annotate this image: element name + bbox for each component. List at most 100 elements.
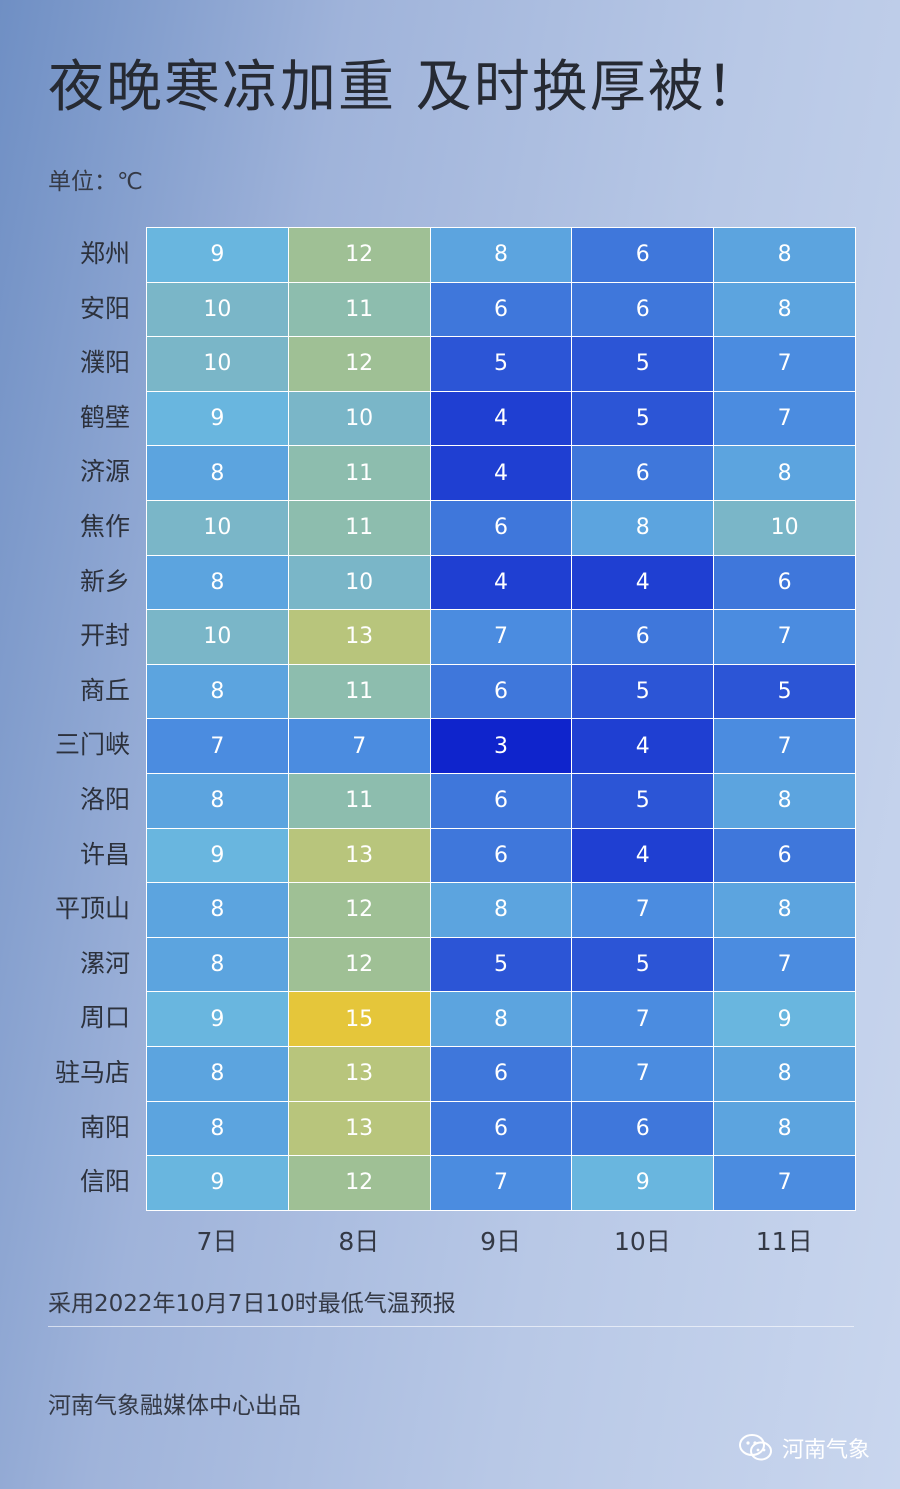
heatmap-cell: 8	[146, 1046, 289, 1102]
column-label: 7日	[196, 1227, 238, 1256]
heatmap-cell: 8	[713, 882, 856, 938]
heatmap-cell: 6	[429, 827, 573, 884]
heatmap-cell: 3	[429, 718, 573, 774]
row-label: 平顶山	[54, 894, 130, 924]
heatmap-cell: 6	[713, 827, 856, 884]
heatmap-cell: 12	[287, 882, 431, 938]
row-label: 开封	[79, 621, 130, 651]
heatmap-cell: 15	[287, 991, 431, 1047]
heatmap-cell: 13	[287, 827, 431, 884]
heatmap-cell: 13	[287, 609, 431, 665]
heatmap-cell: 8	[571, 500, 715, 556]
row-label: 周口	[79, 1003, 130, 1033]
heatmap-cell: 11	[287, 281, 431, 338]
heatmap-cell: 9	[146, 1155, 289, 1211]
column-label: 11日	[755, 1227, 813, 1256]
credit-text: 河南气象融媒体中心出品	[48, 1393, 301, 1419]
heatmap-cell: 6	[571, 227, 715, 283]
row-label: 濮阳	[79, 348, 130, 378]
heatmap-cell: 7	[146, 718, 289, 774]
heatmap-cell: 11	[287, 500, 431, 556]
heatmap-cell: 5	[571, 336, 715, 392]
heatmap-cell: 4	[571, 718, 715, 774]
heatmap-cell: 6	[571, 609, 715, 665]
heatmap-cell: 8	[146, 663, 289, 720]
row-label: 鹤壁	[79, 402, 130, 432]
temperature-heatmap: 郑州 9 12 8 6 8 安阳 10 11 6 6 8 濮阳 10 12 5 5 7 鹤壁 9 10 4 5 7 济源 8 11 4…	[54, 227, 856, 1256]
heatmap-cell: 5	[571, 390, 715, 447]
heatmap-cell: 8	[146, 882, 289, 938]
heatmap-cell: 8	[713, 1046, 856, 1102]
heatmap-cell: 10	[146, 609, 289, 665]
heatmap-cell: 6	[571, 445, 715, 501]
column-label: 9日	[480, 1227, 522, 1256]
column-label: 10日	[613, 1227, 671, 1256]
heatmap-cell: 7	[713, 609, 856, 665]
row-label: 许昌	[79, 839, 130, 869]
brand-name: 河南气象	[781, 1438, 870, 1463]
heatmap-cell: 5	[571, 936, 715, 993]
column-label: 8日	[338, 1227, 380, 1256]
divider	[48, 1326, 854, 1327]
heatmap-cell: 6	[571, 281, 715, 338]
heatmap-cell: 13	[287, 1100, 431, 1157]
heatmap-cell: 10	[146, 500, 289, 556]
heatmap-cell: 7	[429, 609, 573, 665]
heatmap-cell: 11	[287, 445, 431, 501]
heatmap-cell: 7	[713, 1155, 856, 1211]
row-label: 南阳	[79, 1112, 130, 1142]
heatmap-cell: 4	[429, 554, 573, 611]
heatmap-cell: 8	[146, 554, 289, 611]
row-label: 三门峡	[54, 730, 130, 760]
wechat-icon	[738, 1434, 772, 1461]
heatmap-cell: 10	[146, 336, 289, 392]
row-label: 商丘	[79, 675, 130, 705]
forecast-note: 采用2022年10月7日10时最低气温预报	[48, 1291, 456, 1317]
heatmap-cell: 13	[287, 1046, 431, 1102]
heatmap-cell: 7	[713, 936, 856, 993]
page-title: 夜晚寒凉加重 及时换厚被！	[48, 55, 764, 120]
heatmap-cell: 8	[146, 773, 289, 829]
heatmap-cell: 12	[287, 936, 431, 993]
brand-watermark: 河南气象	[738, 1432, 870, 1464]
heatmap-cell: 4	[571, 554, 715, 611]
heatmap-cell: 6	[429, 773, 573, 829]
heatmap-cell: 8	[713, 773, 856, 829]
heatmap-cell: 6	[429, 1100, 573, 1157]
unit-label: 单位：℃	[48, 169, 143, 195]
row-label: 济源	[79, 457, 130, 487]
heatmap-cell: 12	[287, 227, 431, 283]
heatmap-cell: 7	[713, 718, 856, 774]
heatmap-cell: 9	[146, 227, 289, 283]
heatmap-cell: 9	[146, 827, 289, 884]
heatmap-cell: 7	[429, 1155, 573, 1211]
heatmap-cell: 5	[713, 663, 856, 720]
heatmap-cell: 7	[571, 1046, 715, 1102]
heatmap-cell: 8	[713, 227, 856, 283]
heatmap-cell: 5	[429, 936, 573, 993]
heatmap-cell: 10	[287, 554, 431, 611]
heatmap-cell: 6	[429, 663, 573, 720]
heatmap-cell: 12	[287, 336, 431, 392]
heatmap-cell: 8	[713, 445, 856, 501]
heatmap-cell: 7	[713, 390, 856, 447]
heatmap-cell: 11	[287, 773, 431, 829]
heatmap-cell: 7	[571, 882, 715, 938]
heatmap-cell: 7	[571, 991, 715, 1047]
heatmap-cell: 8	[429, 882, 573, 938]
heatmap-cell: 7	[713, 336, 856, 392]
heatmap-cell: 9	[713, 991, 856, 1047]
row-label: 焦作	[79, 512, 130, 541]
heatmap-cell: 11	[287, 663, 431, 720]
heatmap-cell: 4	[571, 827, 715, 884]
heatmap-cell: 9	[146, 991, 289, 1047]
heatmap-cell: 9	[146, 390, 289, 447]
heatmap-cell: 5	[571, 773, 715, 829]
row-label: 驻马店	[54, 1058, 130, 1087]
heatmap-cell: 7	[287, 718, 431, 774]
heatmap-cell: 9	[571, 1155, 715, 1211]
heatmap-cell: 8	[713, 1100, 856, 1157]
row-label: 信阳	[79, 1167, 130, 1197]
row-label: 新乡	[79, 566, 130, 596]
heatmap-cell: 5	[571, 663, 715, 720]
